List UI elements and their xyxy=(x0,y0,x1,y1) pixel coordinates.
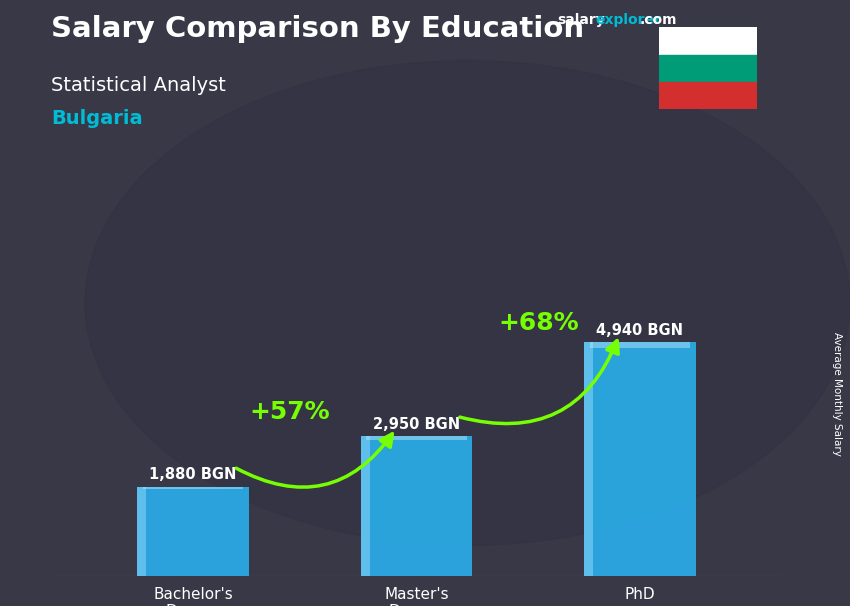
Text: Average Monthly Salary: Average Monthly Salary xyxy=(832,332,842,456)
Bar xyxy=(659,27,756,55)
Ellipse shape xyxy=(85,61,850,545)
Text: Statistical Analyst: Statistical Analyst xyxy=(51,76,226,95)
Bar xyxy=(659,55,756,82)
Bar xyxy=(584,342,593,576)
Text: .com: .com xyxy=(639,13,677,27)
Text: Bulgaria: Bulgaria xyxy=(51,109,143,128)
Text: 1,880 BGN: 1,880 BGN xyxy=(150,467,237,482)
Text: Salary Comparison By Education: Salary Comparison By Education xyxy=(51,15,584,43)
Bar xyxy=(138,487,249,576)
Bar xyxy=(138,487,146,576)
Text: +68%: +68% xyxy=(498,311,579,335)
Text: salary: salary xyxy=(557,13,604,27)
Text: 2,950 BGN: 2,950 BGN xyxy=(373,417,460,431)
Bar xyxy=(360,436,473,576)
Bar xyxy=(360,436,370,576)
Bar xyxy=(584,342,695,576)
Text: +57%: +57% xyxy=(249,399,330,424)
Bar xyxy=(590,342,690,348)
Bar xyxy=(143,487,243,489)
Text: explorer: explorer xyxy=(595,13,661,27)
Bar xyxy=(366,436,467,440)
Bar xyxy=(659,82,756,109)
Text: 4,940 BGN: 4,940 BGN xyxy=(597,323,683,338)
